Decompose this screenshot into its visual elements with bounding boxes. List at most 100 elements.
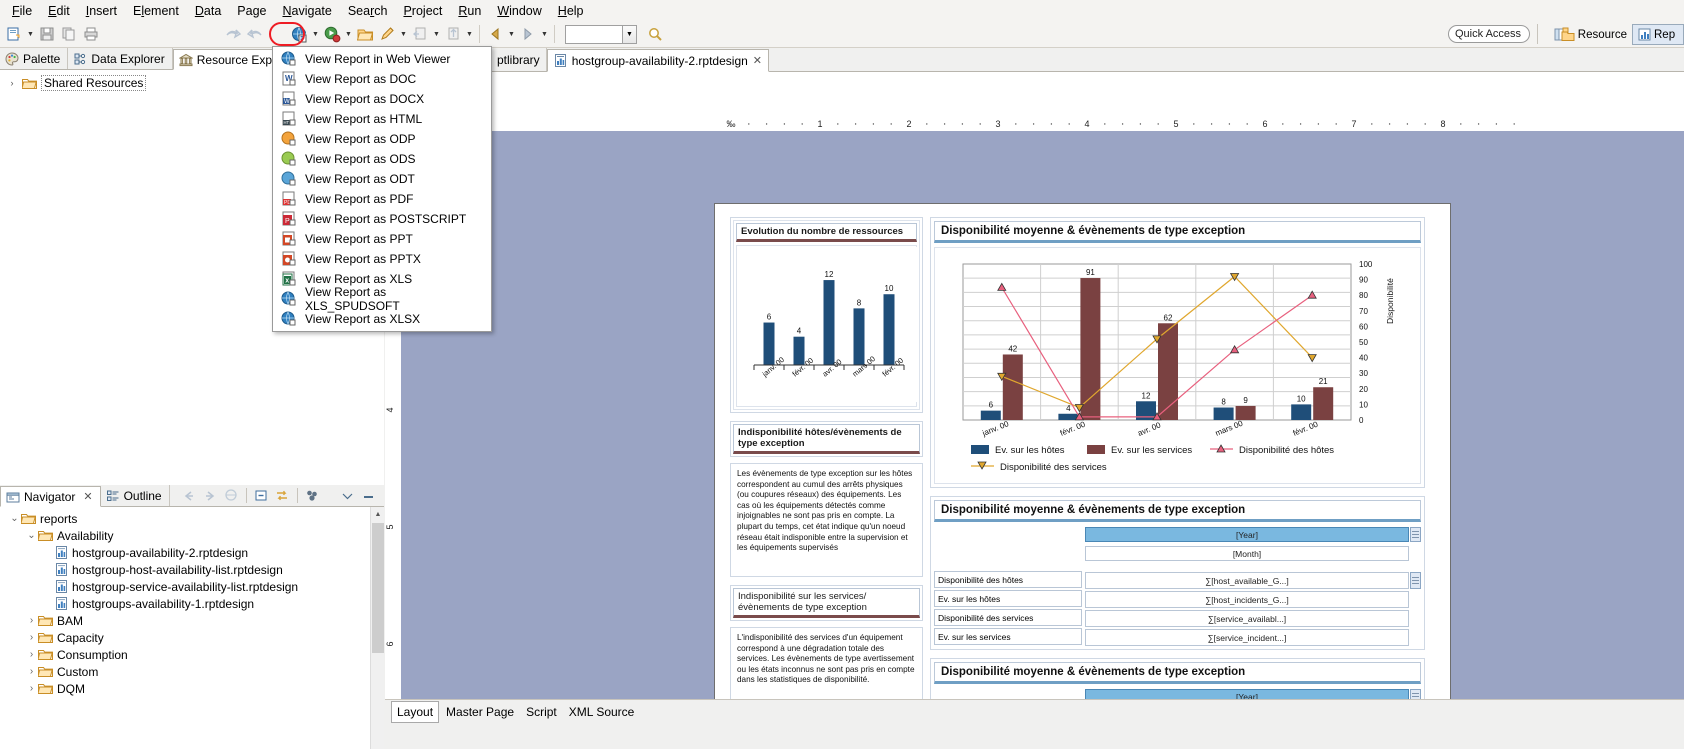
link-icon[interactable] [222,487,241,505]
navigator-tree-item[interactable]: hostgroup-host-availability-list.rptdesi… [0,561,384,578]
section-2-year-grip[interactable] [1410,527,1421,542]
menu-item-view-report-as-pptx[interactable]: View Report as PPTX [273,249,491,269]
section-2-row-value[interactable]: ∑[service_incident...] [1085,629,1409,646]
perspective-report[interactable]: Rep [1632,24,1684,45]
run-report-dropdown-arrow[interactable]: ▼ [312,30,319,38]
close-icon[interactable]: ✕ [83,491,93,503]
menu-item-view-report-as-xls[interactable]: x View Report as XLS [273,269,491,289]
save-icon[interactable] [37,24,57,44]
edit-icon[interactable] [377,24,397,44]
scrollbar-thumb[interactable] [372,523,384,653]
view-menu-icon[interactable] [338,487,357,505]
tree-item-shared-resources[interactable]: › Shared Resources [6,74,384,92]
menu-item-view-report-as-docx[interactable]: W View Report as DOCX [273,89,491,109]
navigator-tree-item[interactable]: ⌄ reports [0,510,384,527]
undo-icon[interactable] [223,24,243,44]
debug-icon[interactable] [322,24,342,44]
text-block-2-container[interactable]: Indisponibilité sur les services/ évènem… [730,585,923,621]
print-icon[interactable] [81,24,101,44]
report-page[interactable]: Evolution du nombre de ressources 6 janv.… [714,203,1451,724]
menu-file[interactable]: File [12,3,33,18]
section-2-month-header[interactable]: [Month] [1085,546,1409,561]
navigator-tree-item[interactable]: › BAM [0,612,384,629]
zoom-combo-input[interactable] [565,24,623,44]
menu-search[interactable]: Search [347,3,388,18]
navigator-tree-item[interactable]: › Consumption [0,646,384,663]
navigator-scrollbar[interactable]: ▲ [370,507,384,749]
chevron-right-icon[interactable]: › [29,649,34,660]
small-chart-container[interactable]: Evolution du nombre de ressources 6 janv.… [730,217,923,413]
menu-item-view-report-as-html[interactable]: HTML View Report as HTML [273,109,491,129]
tab-master-page[interactable]: Master Page [446,705,515,719]
tab-outline[interactable]: Outline [101,485,170,506]
menu-item-view-report-as-xlsx[interactable]: View Report as XLSX [273,309,491,329]
chevron-right-icon[interactable]: › [29,615,34,626]
menu-item-view-report-as-doc[interactable]: W View Report as DOC [273,69,491,89]
forward-icon[interactable] [201,487,220,505]
open-folder-icon[interactable] [355,24,375,44]
menu-project[interactable]: Project [403,3,443,18]
navigator-tree-item[interactable]: hostgroup-availability-2.rptdesign [0,544,384,561]
chevron-down-icon[interactable]: ⌄ [27,530,36,541]
edit-dropdown-arrow[interactable]: ▼ [400,30,407,38]
menu-data[interactable]: Data [194,3,222,18]
menu-window[interactable]: Window [497,3,542,18]
horizontal-ruler[interactable]: ‰ 1 2 3 4 5 6 7 8 [401,116,1684,131]
menu-item-view-report-as-odp[interactable]: View Report as ODP [273,129,491,149]
navigator-tree-item[interactable]: hostgroup-service-availability-list.rptd… [0,578,384,595]
zoom-combo-arrow[interactable]: ▼ [623,24,637,44]
export-dropdown-arrow[interactable]: ▼ [466,30,473,38]
tab-script[interactable]: Script [526,705,557,719]
menu-help[interactable]: Help [557,3,584,18]
filter-icon[interactable] [303,487,322,505]
section-2-row-label[interactable]: Ev. sur les services [934,628,1082,645]
chevron-right-icon[interactable]: › [29,683,34,694]
tab-layout[interactable]: Layout [391,701,440,723]
redo-icon[interactable] [245,24,265,44]
navigator-tree-item[interactable]: › Custom [0,663,384,680]
menu-run[interactable]: Run [458,3,482,18]
search-icon[interactable] [645,24,665,44]
section-2-row-value[interactable]: ∑[host_available_G...] [1085,572,1409,589]
new-dropdown-arrow[interactable]: ▼ [27,30,34,38]
scroll-up-icon[interactable]: ▲ [374,511,382,518]
forward-dropdown-arrow[interactable]: ▼ [541,30,548,38]
debug-dropdown-arrow[interactable]: ▼ [345,30,352,38]
import-icon[interactable] [410,24,430,44]
export-icon[interactable] [443,24,463,44]
tab-palette[interactable]: Palette [0,48,69,69]
link-editor-icon[interactable] [273,487,292,505]
chevron-right-icon[interactable]: › [29,632,34,643]
section-2-row-grip[interactable] [1410,572,1421,589]
back-dropdown-arrow[interactable]: ▼ [508,30,515,38]
design-canvas[interactable]: Evolution du nombre de ressources 6 janv.… [401,131,1684,724]
text-block-1-container[interactable]: Indisponibilité hôtes/évènements de type… [730,421,923,457]
menu-item-view-report-in-web-viewer[interactable]: View Report in Web Viewer [273,49,491,69]
run-report-dropdown-menu[interactable]: View Report in Web Viewer W View Report as… [272,46,492,332]
close-icon[interactable]: ✕ [752,55,763,67]
section-2-row-label[interactable]: Disponibilité des services [934,609,1082,626]
tab-navigator[interactable]: Navigator ✕ [0,486,101,507]
editor-tab-hostgroup-availability[interactable]: hostgroup-availability-2.rptdesign ✕ [546,49,770,72]
menu-item-view-report-as-postscript[interactable]: P View Report as POSTSCRIPT [273,209,491,229]
tab-data-explorer[interactable]: Data Explorer [68,48,173,69]
menu-item-view-report-as-ods[interactable]: View Report as ODS [273,149,491,169]
chevron-right-icon[interactable]: › [29,666,34,677]
section-2-year-header[interactable]: [Year] [1085,527,1409,542]
collapse-all-icon[interactable] [252,487,271,505]
menu-item-view-report-as-xls-spudsoft[interactable]: View Report as XLS_SPUDSOFT [273,285,491,313]
back-icon[interactable] [485,24,505,44]
section-2[interactable]: Disponibilité moyenne & évènements de ty… [930,496,1425,650]
chevron-down-icon[interactable]: ⌄ [10,513,19,524]
section-2-row-value[interactable]: ∑[host_incidents_G...] [1085,591,1409,608]
menu-insert[interactable]: Insert [85,3,117,18]
back-icon[interactable] [180,487,199,505]
main-chart-section[interactable]: Disponibilité moyenne & évènements de ty… [930,217,1425,488]
navigator-tree-item[interactable]: › Capacity [0,629,384,646]
forward-icon[interactable] [518,24,538,44]
text-block-2-body-container[interactable]: L'indisponibilité des services d'un équi… [730,627,923,715]
copy-icon[interactable] [59,24,79,44]
new-icon[interactable] [4,24,24,44]
chevron-right-icon[interactable]: › [10,78,14,88]
menu-navigate[interactable]: Navigate [282,3,332,18]
